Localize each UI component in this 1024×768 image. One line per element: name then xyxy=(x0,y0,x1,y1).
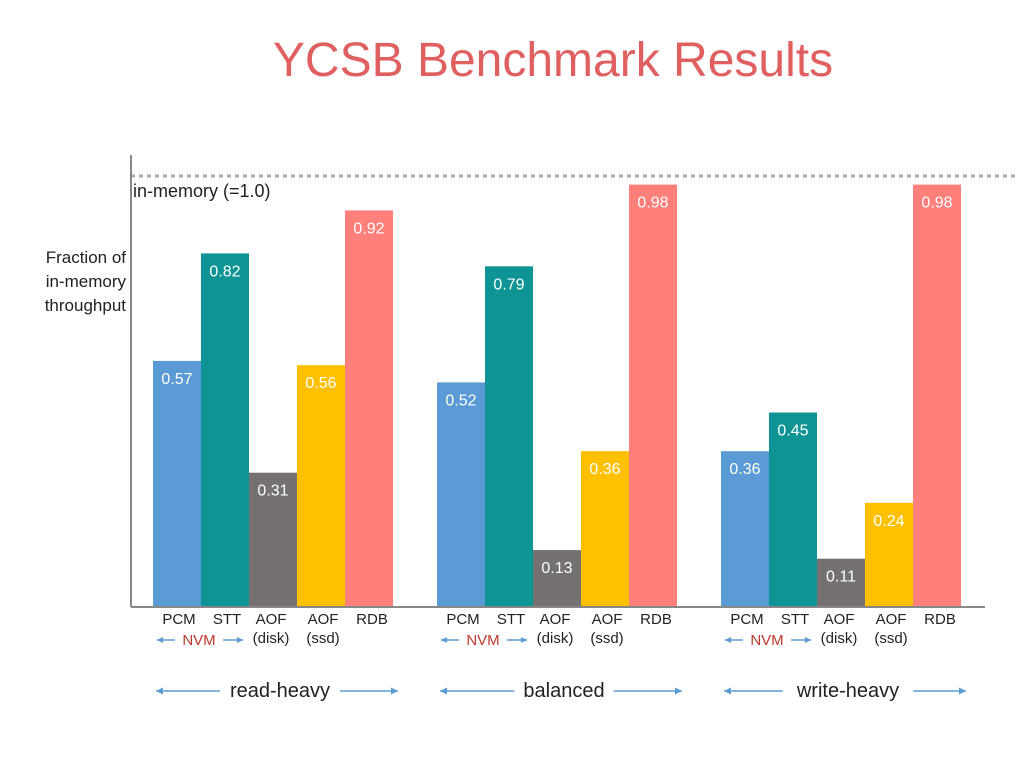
bar-balanced-2 xyxy=(533,550,581,606)
nvm-arrowhead-right xyxy=(521,637,527,643)
bar-write-heavy-3 xyxy=(865,502,913,606)
bar-value-label: 0.92 xyxy=(353,220,384,237)
category-labels: PCM STT AOF (disk) AOF (ssd) RDB NVM read-heavy P… xyxy=(156,611,966,702)
nvm-arrowhead-right xyxy=(237,637,243,643)
y-axis-label: Fraction of in-memory throughput xyxy=(45,248,127,315)
category-label: AOF xyxy=(256,611,287,628)
nvm-label: NVM xyxy=(750,632,783,649)
bar-read-heavy-1 xyxy=(201,253,249,606)
category-sublabel: (ssd) xyxy=(306,630,339,647)
category-label: AOF xyxy=(592,611,623,628)
y-axis-label-line: throughput xyxy=(45,296,127,315)
bar-value-label: 0.98 xyxy=(637,195,668,212)
bar-value-label: 0.36 xyxy=(729,461,760,478)
workload-arrowhead-right xyxy=(391,687,398,695)
bar-write-heavy-4 xyxy=(913,184,961,606)
bar-read-heavy-2 xyxy=(249,472,297,606)
nvm-label: NVM xyxy=(182,632,215,649)
y-axis-label-line: Fraction of xyxy=(46,248,127,267)
workload-arrowhead-left xyxy=(724,687,731,695)
bar-read-heavy-3 xyxy=(297,365,345,606)
category-sublabel: (ssd) xyxy=(590,630,623,647)
workload-label: read-heavy xyxy=(230,680,330,702)
category-label: PCM xyxy=(446,611,479,628)
y-axis-label-line: in-memory xyxy=(46,272,127,291)
category-sublabel: (disk) xyxy=(537,630,574,647)
chart-title: YCSB Benchmark Results xyxy=(273,34,833,87)
bar-value-label: 0.11 xyxy=(826,569,856,586)
bar-value-label: 0.56 xyxy=(305,375,336,392)
bar-value-label: 0.45 xyxy=(777,423,808,440)
category-sublabel: (ssd) xyxy=(874,630,907,647)
bar-balanced-0 xyxy=(437,382,485,606)
category-label: AOF xyxy=(876,611,907,628)
bar-value-label: 0.36 xyxy=(589,461,620,478)
in-memory-reference-label: in-memory (=1.0) xyxy=(133,181,271,201)
bar-value-label: 0.13 xyxy=(541,560,572,577)
category-label: AOF xyxy=(824,611,855,628)
bar-value-label: 0.79 xyxy=(493,276,524,293)
nvm-label: NVM xyxy=(466,632,499,649)
bar-balanced-4 xyxy=(629,184,677,606)
bar-value-label: 0.24 xyxy=(873,513,904,530)
category-label: AOF xyxy=(308,611,339,628)
category-label: STT xyxy=(497,611,525,628)
workload-label: write-heavy xyxy=(796,680,899,702)
bar-value-label: 0.52 xyxy=(445,392,476,409)
category-label: PCM xyxy=(730,611,763,628)
category-label: RDB xyxy=(640,611,672,628)
nvm-arrowhead-left xyxy=(725,637,731,643)
nvm-arrowhead-left xyxy=(441,637,447,643)
category-label: STT xyxy=(213,611,241,628)
workload-arrowhead-left xyxy=(440,687,447,695)
category-label: STT xyxy=(781,611,809,628)
bar-balanced-1 xyxy=(485,266,533,606)
category-sublabel: (disk) xyxy=(253,630,290,647)
nvm-arrowhead-right xyxy=(805,637,811,643)
bar-write-heavy-1 xyxy=(769,412,817,606)
category-label: RDB xyxy=(924,611,956,628)
bar-value-label: 0.98 xyxy=(921,195,952,212)
bar-read-heavy-0 xyxy=(153,360,201,606)
bar-read-heavy-4 xyxy=(345,210,393,606)
workload-arrowhead-right xyxy=(675,687,682,695)
bar-value-label: 0.82 xyxy=(209,263,240,280)
bar-value-label: 0.57 xyxy=(161,371,192,388)
category-label: PCM xyxy=(162,611,195,628)
bar-balanced-3 xyxy=(581,451,629,606)
bar-write-heavy-0 xyxy=(721,451,769,606)
category-sublabel: (disk) xyxy=(821,630,858,647)
workload-label: balanced xyxy=(523,680,604,702)
nvm-arrowhead-left xyxy=(157,637,163,643)
category-label: RDB xyxy=(356,611,388,628)
workload-arrowhead-left xyxy=(156,687,163,695)
workload-arrowhead-right xyxy=(959,687,966,695)
category-label: AOF xyxy=(540,611,571,628)
bar-value-label: 0.31 xyxy=(257,483,288,500)
bar-write-heavy-2 xyxy=(817,558,865,606)
bars: 0.57 0.82 0.31 0.56 0.92 0.52 0.79 0.13 0.36 0.98… xyxy=(153,184,961,606)
